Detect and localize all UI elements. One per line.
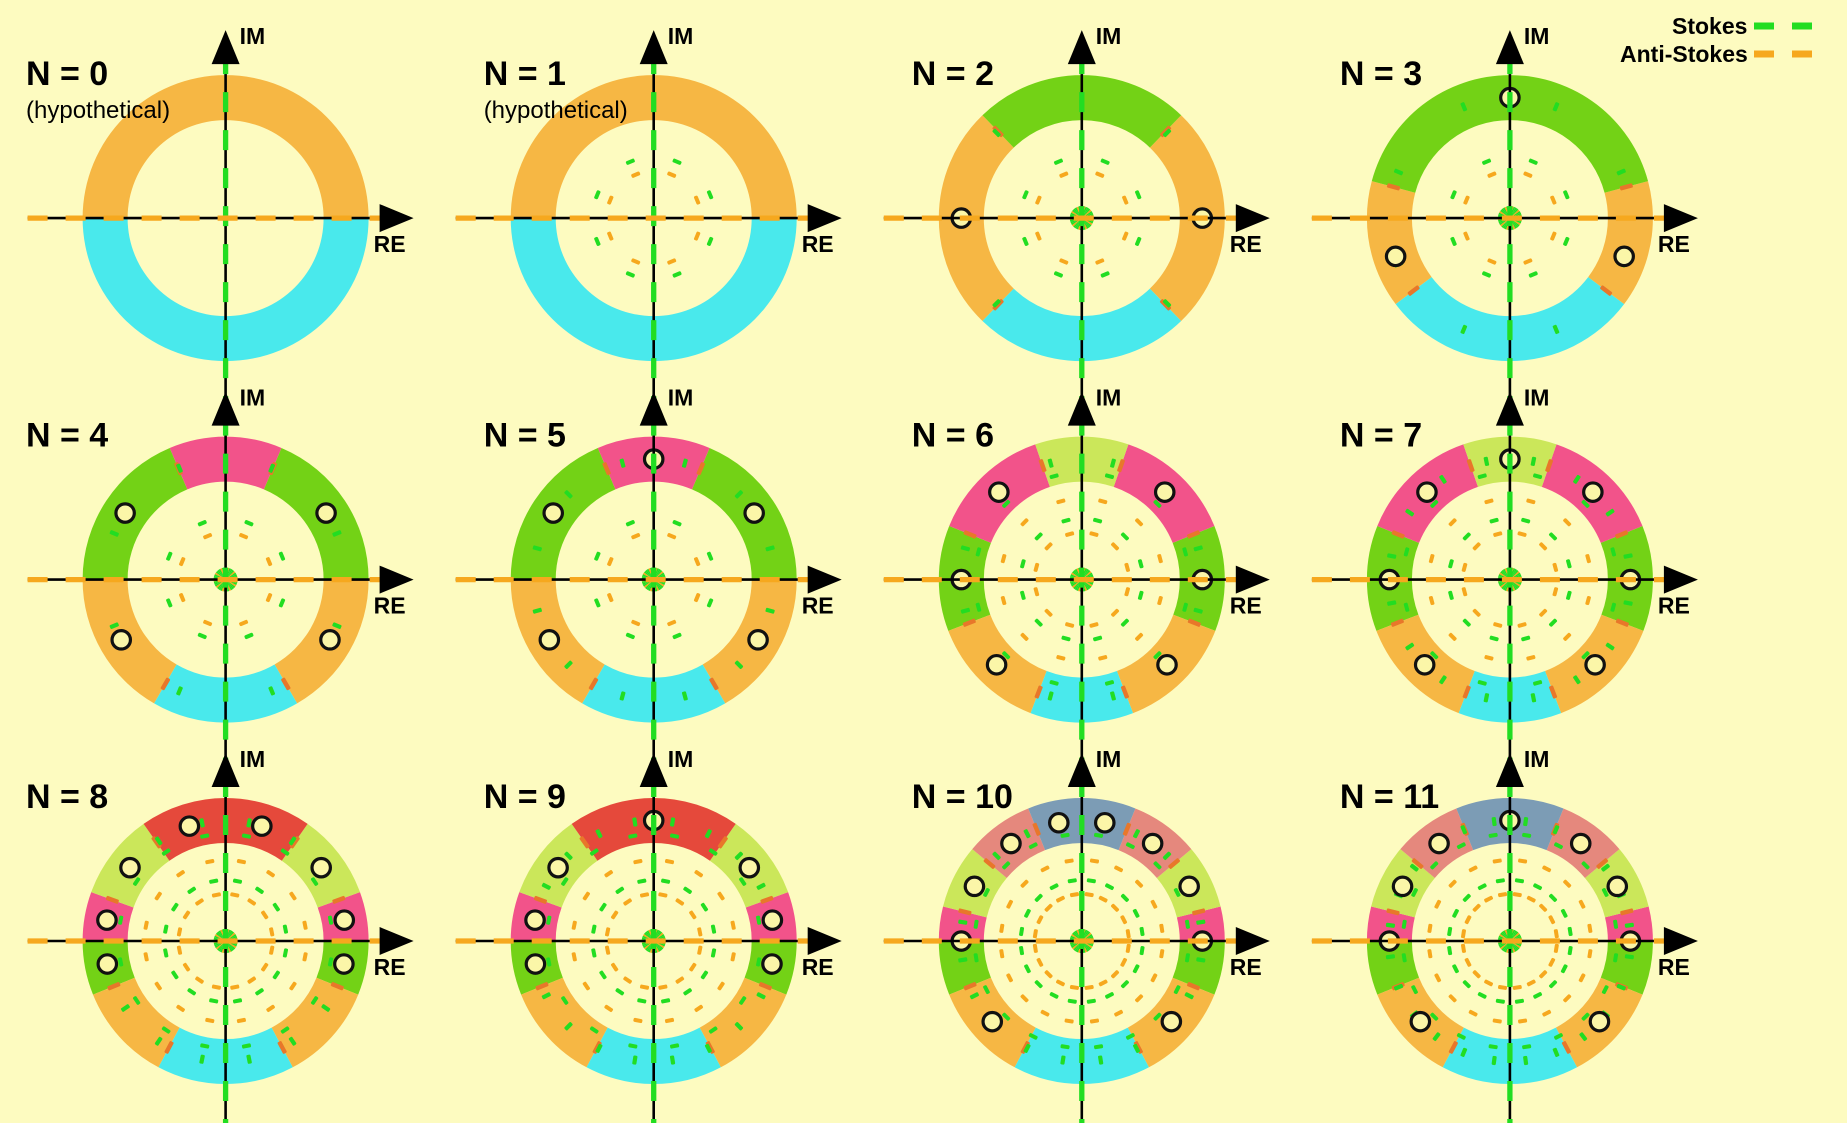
svg-text:N = 0: N = 0 (26, 55, 108, 93)
svg-text:RE: RE (802, 231, 834, 257)
svg-text:N = 6: N = 6 (912, 417, 994, 455)
svg-text:N = 4: N = 4 (26, 417, 108, 455)
svg-text:N = 3: N = 3 (1340, 55, 1422, 93)
svg-text:(hypothetical): (hypothetical) (26, 97, 170, 124)
svg-text:IM: IM (240, 746, 266, 772)
svg-text:IM: IM (1524, 385, 1550, 411)
svg-text:IM: IM (668, 746, 694, 772)
svg-text:RE: RE (374, 231, 406, 257)
svg-text:RE: RE (802, 593, 834, 619)
svg-text:Anti-Stokes: Anti-Stokes (1620, 41, 1748, 67)
svg-text:RE: RE (802, 954, 834, 980)
svg-text:RE: RE (1658, 231, 1690, 257)
svg-text:IM: IM (1096, 746, 1122, 772)
svg-text:IM: IM (1524, 746, 1550, 772)
svg-text:IM: IM (1524, 23, 1550, 49)
svg-text:RE: RE (1230, 954, 1262, 980)
svg-text:IM: IM (668, 23, 694, 49)
svg-text:RE: RE (1658, 954, 1690, 980)
svg-text:IM: IM (240, 385, 266, 411)
svg-text:IM: IM (1096, 23, 1122, 49)
svg-text:N = 8: N = 8 (26, 778, 108, 816)
svg-text:N = 10: N = 10 (912, 778, 1013, 816)
svg-text:N = 5: N = 5 (484, 417, 566, 455)
svg-text:N = 7: N = 7 (1340, 417, 1422, 455)
svg-text:RE: RE (374, 954, 406, 980)
svg-text:(hypothetical): (hypothetical) (484, 97, 628, 124)
svg-text:IM: IM (668, 385, 694, 411)
svg-text:Stokes: Stokes (1672, 13, 1747, 39)
svg-text:N = 1: N = 1 (484, 55, 566, 93)
svg-text:N = 2: N = 2 (912, 55, 994, 93)
svg-text:RE: RE (374, 593, 406, 619)
svg-text:N = 11: N = 11 (1340, 778, 1439, 816)
svg-text:RE: RE (1658, 593, 1690, 619)
svg-text:IM: IM (1096, 385, 1122, 411)
svg-text:RE: RE (1230, 593, 1262, 619)
svg-text:IM: IM (240, 23, 266, 49)
svg-text:N = 9: N = 9 (484, 778, 566, 816)
svg-text:RE: RE (1230, 231, 1262, 257)
